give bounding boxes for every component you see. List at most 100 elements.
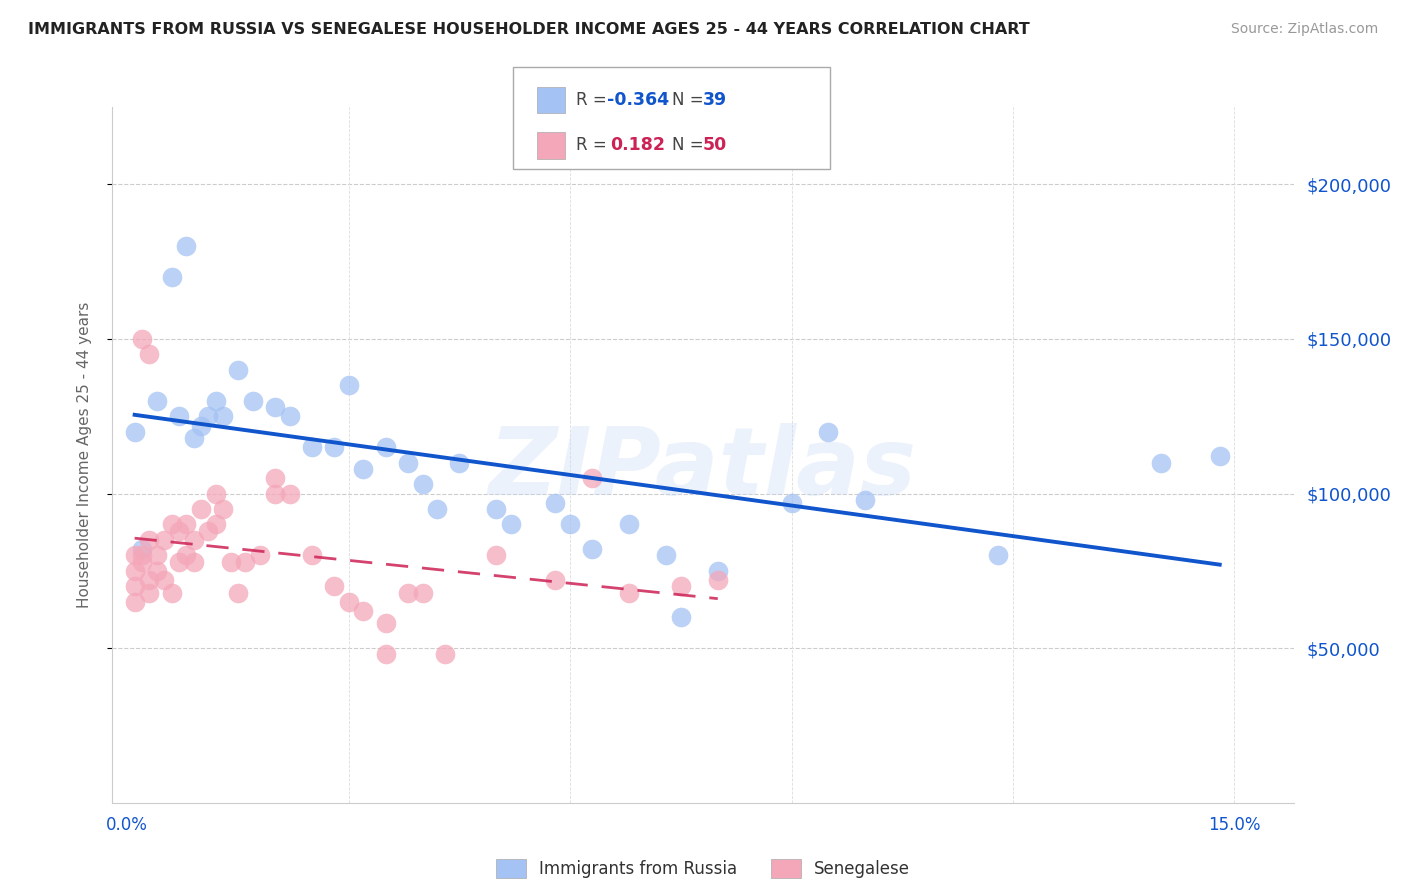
Point [433, 648, 456, 662]
Point [501, 517, 523, 532]
Point [124, 549, 146, 563]
Point [124, 564, 146, 578]
Point [226, 363, 249, 377]
Point [219, 555, 242, 569]
Point [131, 549, 153, 563]
Point [619, 585, 641, 599]
Point [374, 648, 396, 662]
Point [278, 409, 301, 424]
Point [581, 471, 603, 485]
Point [374, 440, 396, 454]
Text: R =: R = [576, 91, 613, 109]
Text: 39: 39 [703, 91, 727, 109]
Point [160, 517, 183, 532]
Point [212, 502, 235, 516]
Text: ZIPatlas: ZIPatlas [489, 423, 917, 515]
Point [352, 462, 374, 476]
Point [396, 456, 419, 470]
Point [352, 604, 374, 618]
Text: 50: 50 [703, 136, 727, 154]
Text: IMMIGRANTS FROM RUSSIA VS SENEGALESE HOUSEHOLDER INCOME AGES 25 - 44 YEARS CORRE: IMMIGRANTS FROM RUSSIA VS SENEGALESE HOU… [28, 22, 1029, 37]
Point [655, 549, 678, 563]
Point [411, 477, 433, 491]
Point [301, 440, 323, 454]
Legend: Immigrants from Russia, Senegalese: Immigrants from Russia, Senegalese [489, 853, 917, 885]
Point [485, 502, 508, 516]
Point [560, 517, 582, 532]
Point [124, 425, 146, 439]
Point [153, 533, 176, 547]
Point [242, 393, 264, 408]
Point [174, 549, 197, 563]
Point [855, 492, 877, 507]
Point [197, 524, 219, 538]
Point [411, 585, 433, 599]
Point [174, 239, 197, 253]
Point [780, 496, 803, 510]
Point [301, 549, 323, 563]
Point [707, 564, 730, 578]
Point [131, 542, 153, 557]
Point [426, 502, 449, 516]
Point [233, 555, 257, 569]
Text: -0.364: -0.364 [607, 91, 669, 109]
Point [131, 332, 153, 346]
Text: N =: N = [672, 136, 709, 154]
Point [174, 517, 197, 532]
Point [1150, 456, 1173, 470]
Point [167, 555, 190, 569]
Point [226, 585, 249, 599]
Point [146, 549, 169, 563]
Point [987, 549, 1010, 563]
Point [544, 573, 567, 587]
Point [124, 595, 146, 609]
Point [485, 549, 508, 563]
Point [138, 347, 160, 361]
Point [323, 440, 346, 454]
Point [190, 502, 212, 516]
Point [183, 533, 205, 547]
Point [131, 555, 153, 569]
Point [190, 418, 212, 433]
Text: 0.182: 0.182 [610, 136, 665, 154]
Point [205, 486, 228, 500]
Point [264, 400, 287, 414]
Point [124, 579, 146, 593]
Point [396, 585, 419, 599]
Text: N =: N = [672, 91, 709, 109]
Point [153, 573, 176, 587]
Point [264, 486, 287, 500]
Point [323, 579, 346, 593]
Point [264, 471, 287, 485]
Text: Source: ZipAtlas.com: Source: ZipAtlas.com [1230, 22, 1378, 37]
Point [374, 616, 396, 631]
Point [669, 579, 692, 593]
Point [544, 496, 567, 510]
Point [183, 431, 205, 445]
Point [138, 533, 160, 547]
Point [707, 573, 730, 587]
Point [337, 378, 360, 392]
Point [205, 393, 228, 408]
Point [160, 585, 183, 599]
Point [167, 409, 190, 424]
Point [619, 517, 641, 532]
Point [160, 270, 183, 285]
Point [167, 524, 190, 538]
Point [146, 564, 169, 578]
Point [449, 456, 471, 470]
Point [138, 573, 160, 587]
Point [581, 542, 603, 557]
Point [817, 425, 839, 439]
Point [138, 585, 160, 599]
Point [197, 409, 219, 424]
Point [1208, 450, 1232, 464]
Point [146, 393, 169, 408]
Point [212, 409, 235, 424]
Point [249, 549, 271, 563]
Point [669, 610, 692, 624]
Point [337, 595, 360, 609]
Text: R =: R = [576, 136, 617, 154]
Point [205, 517, 228, 532]
Point [278, 486, 301, 500]
